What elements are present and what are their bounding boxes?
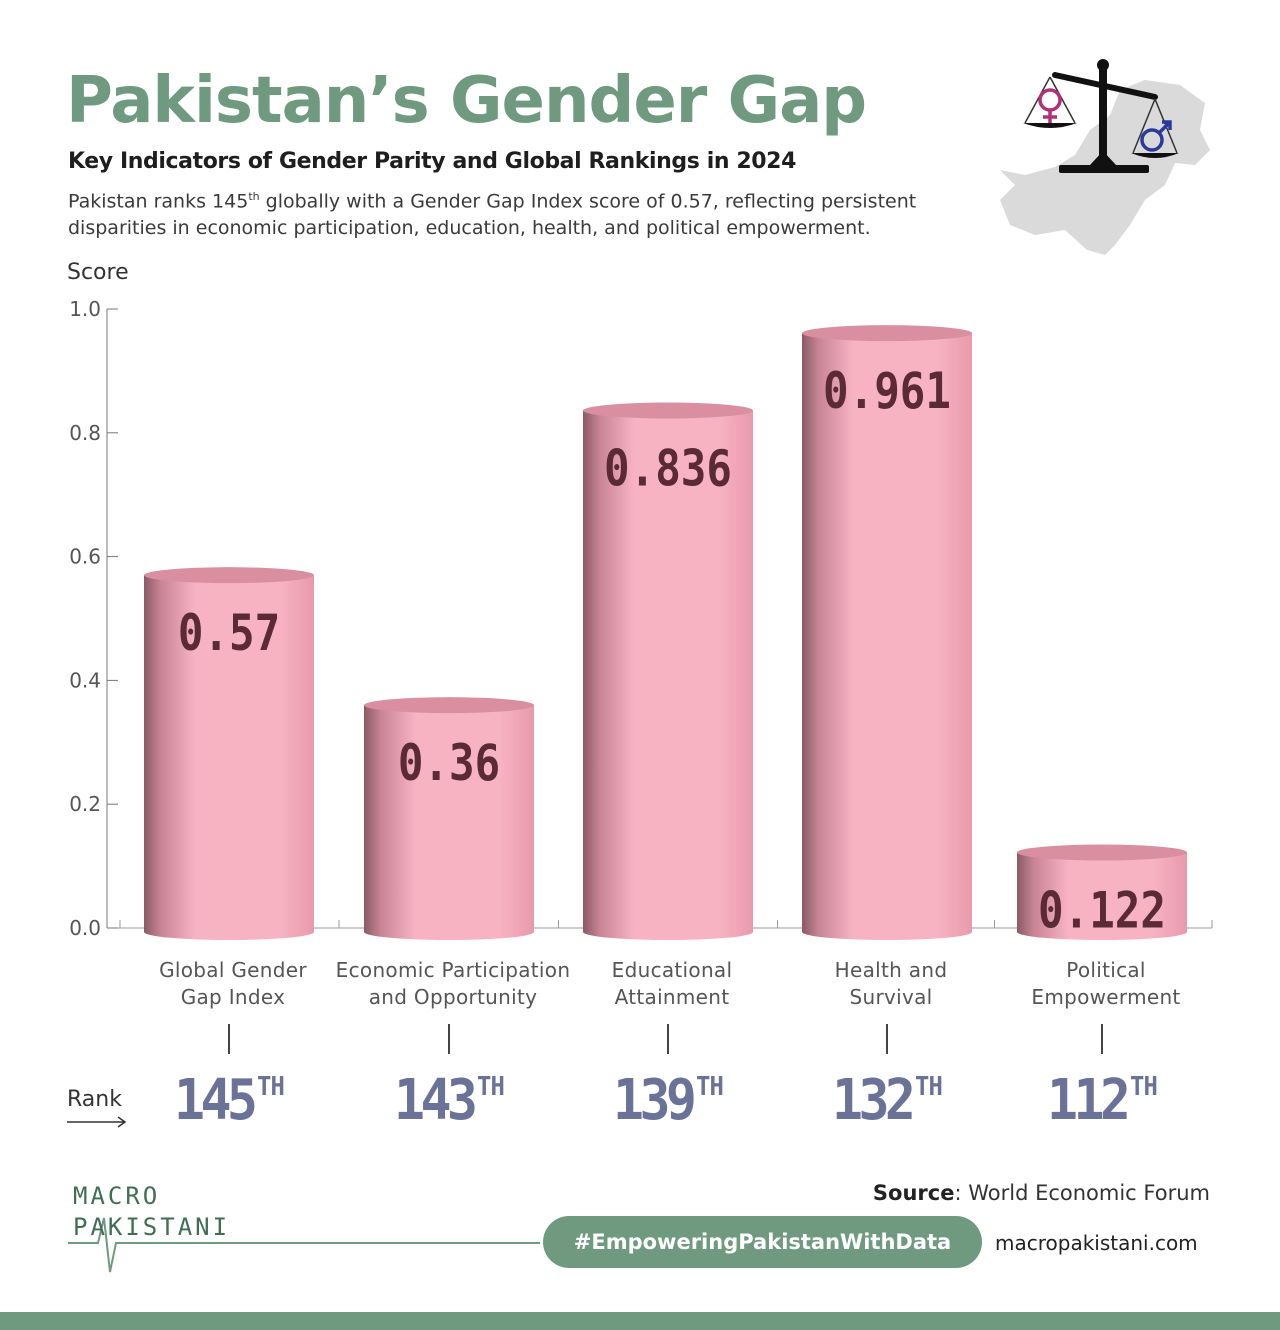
rank-number: 139 (613, 1068, 697, 1133)
source-note: Source: World Economic Forum (873, 1181, 1210, 1205)
rank-connector (886, 1024, 888, 1054)
rank-suffix: TH (1129, 1072, 1158, 1102)
bar-top (364, 697, 534, 714)
page-description: Pakistan ranks 145th globally with a Gen… (68, 183, 998, 242)
y-tick-label: 1.0 (69, 297, 101, 321)
category-label: Health and Survival (761, 957, 1021, 1011)
scales-icon (1023, 59, 1179, 173)
rank-connector (667, 1024, 669, 1054)
category-label-line: Political (1066, 958, 1146, 982)
male-symbol-icon (1140, 120, 1172, 152)
rank-connector (448, 1024, 450, 1054)
bar-value-label: 0.122 (1038, 881, 1166, 939)
category-label-line: and Opportunity (368, 985, 538, 1009)
female-symbol-icon (1038, 88, 1062, 123)
website-link[interactable]: macropakistani.com (995, 1231, 1198, 1255)
description-part2: globally with a Gender Gap Index score o… (68, 190, 917, 240)
category-label-line: Educational (611, 958, 733, 982)
y-tick-label: 0.4 (69, 668, 101, 692)
category-label: Economic Participation and Opportunity (323, 957, 583, 1011)
rank-connector (228, 1024, 230, 1054)
rank-number: 145 (174, 1068, 258, 1133)
bar (364, 705, 534, 940)
rank-value: 132 TH (795, 1068, 979, 1133)
arrow-right-icon (67, 1116, 127, 1128)
bar (583, 410, 753, 940)
description-superscript: th (248, 190, 260, 203)
source-label: Source (872, 1181, 955, 1205)
scales-and-map-icon (1000, 59, 1210, 255)
rank-suffix: TH (695, 1072, 724, 1102)
footer-bar (0, 1312, 1280, 1330)
bar-value-label: 0.57 (178, 604, 280, 662)
y-tick-label: 0.0 (69, 916, 101, 940)
heartbeat-line-icon (68, 1217, 540, 1273)
rank-number: 132 (832, 1068, 916, 1133)
y-tick-label: 0.8 (69, 421, 101, 445)
rank-suffix: TH (256, 1072, 285, 1102)
bar (144, 575, 314, 940)
bar-value-label: 0.36 (398, 734, 500, 792)
description-part1: Pakistan ranks 145 (68, 190, 249, 213)
page-title: Pakistan’s Gender Gap (66, 64, 867, 138)
rank-suffix: TH (914, 1072, 943, 1102)
rank-value: 143 TH (357, 1068, 541, 1133)
hashtag-badge: #EmpoweringPakistanWithData (543, 1216, 982, 1268)
y-axis-label: Score (67, 260, 129, 285)
rank-value: 112 TH (1010, 1068, 1194, 1133)
category-label: Educational Attainment (542, 957, 802, 1011)
category-label-line: Health and (834, 958, 948, 982)
rank-value: 139 TH (576, 1068, 760, 1133)
rank-number: 143 (394, 1068, 478, 1133)
logo-line-1: MACRO (73, 1182, 161, 1210)
bar-top (802, 325, 972, 342)
bar-chart: 0.0 0.2 0.4 0.6 0.8 1.0 0.57 0.36 0.836 0.961 0.12… (69, 297, 1213, 940)
y-tick-label: 0.6 (69, 545, 101, 569)
bar-top (1017, 844, 1187, 861)
category-label: Global Gender Gap Index (103, 957, 363, 1011)
bar (1017, 852, 1187, 940)
rank-number: 112 (1047, 1068, 1131, 1133)
rank-caption: Rank (67, 1087, 122, 1112)
rank-suffix: TH (476, 1072, 505, 1102)
logo-line-2: PAKISTANI (73, 1213, 231, 1241)
bar-top (144, 567, 314, 584)
rank-value: 145 TH (137, 1068, 321, 1133)
category-label-line: Global Gender (159, 958, 307, 982)
bar-top (583, 402, 753, 419)
category-label-line: Survival (849, 985, 933, 1009)
category-label-line: Economic Participation (335, 958, 571, 982)
category-label-line: Attainment (614, 985, 730, 1009)
rank-connector (1101, 1024, 1103, 1054)
category-label-line: Gap Index (180, 985, 286, 1009)
bar (802, 333, 972, 940)
source-text: : World Economic Forum (954, 1181, 1210, 1205)
y-tick-label: 0.2 (69, 792, 101, 816)
bar-value-label: 0.836 (604, 439, 732, 497)
category-label: Political Empowerment (976, 957, 1236, 1011)
bar-value-label: 0.961 (823, 362, 951, 420)
category-label-line: Empowerment (1031, 985, 1181, 1009)
page-subtitle: Key Indicators of Gender Parity and Glob… (68, 149, 796, 174)
